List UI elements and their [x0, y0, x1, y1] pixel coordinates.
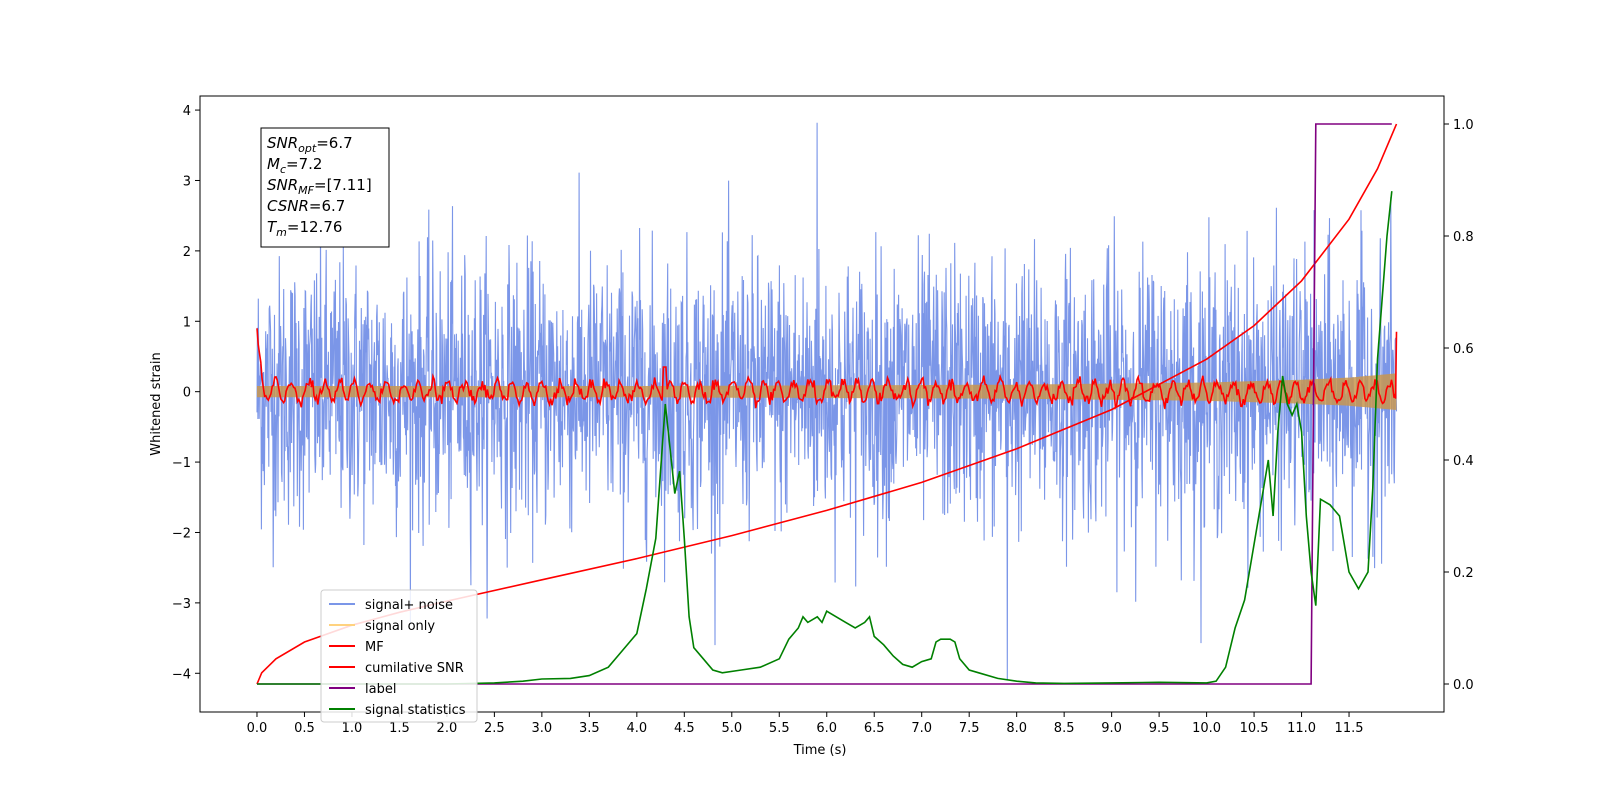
- annotation-line: Tm=12.76: [267, 218, 342, 239]
- x-tick-label: 4.0: [626, 721, 647, 736]
- y-tick-label: −3: [172, 597, 191, 612]
- y-tick-label: 2: [183, 245, 191, 260]
- legend-label: signal statistics: [365, 703, 466, 718]
- x-tick-label: 7.0: [911, 721, 932, 736]
- annotation-line: SNRopt=6.7: [267, 134, 353, 155]
- x-tick-label: 2.0: [437, 721, 458, 736]
- y-axis-right: 0.0 0.2 0.4 0.6 0.8 1.0: [1444, 118, 1474, 693]
- series-cumilative-snr-line: [256, 123, 1398, 685]
- y-tick-label: 4: [183, 104, 191, 119]
- y-tick-label: −4: [172, 667, 191, 682]
- annotation-frame: [260, 127, 390, 248]
- x-tick-label: 11.0: [1287, 721, 1316, 736]
- y2-tick-label: 0.8: [1453, 230, 1474, 245]
- x-tick-label: 3.0: [532, 721, 553, 736]
- y-axis-left: −4 −3 −2 −1 0 1 2 3 4: [172, 104, 200, 682]
- x-tick-label: 0.0: [247, 721, 268, 736]
- x-tick-label: 1.5: [389, 721, 410, 736]
- annotation-line: Mc=7.2: [267, 155, 322, 176]
- y-tick-label: 1: [183, 315, 191, 330]
- x-tick-label: 8.5: [1054, 721, 1075, 736]
- y-tick-label: −2: [172, 526, 191, 541]
- y-tick-label: 0: [183, 386, 191, 401]
- x-tick-label: 8.0: [1006, 721, 1027, 736]
- plot-area: [256, 122, 1398, 685]
- x-axis: 0.0 0.5 1.0 1.5 2.0 2.5 3.0 3.5 4.0 4.5 5.0 5.5 6.0 6…: [247, 712, 1364, 736]
- legend-label: label: [365, 682, 396, 697]
- series-signal-statistics-line: [257, 191, 1393, 685]
- legend-label: MF: [365, 640, 384, 655]
- legend: signal+ noise signal only MF cumilative SNR…: [320, 589, 478, 723]
- x-tick-label: 1.0: [342, 721, 363, 736]
- x-tick-label: 2.5: [484, 721, 505, 736]
- x-tick-label: 9.0: [1101, 721, 1122, 736]
- x-axis-label: Time (s): [793, 743, 847, 758]
- x-tick-label: 5.5: [769, 721, 790, 736]
- x-tick-label: 10.5: [1240, 721, 1269, 736]
- x-tick-label: 9.5: [1149, 721, 1170, 736]
- annotation-line: SNRMF=[7.11]: [267, 176, 372, 197]
- series-signal-plus-noise-line: [256, 122, 1398, 681]
- legend-label: signal+ noise: [365, 598, 453, 613]
- y2-tick-label: 0.0: [1453, 678, 1474, 693]
- x-tick-label: 4.5: [674, 721, 695, 736]
- x-tick-label: 6.5: [864, 721, 885, 736]
- x-tick-label: 7.5: [959, 721, 980, 736]
- legend-label: cumilative SNR: [365, 661, 464, 676]
- y2-tick-label: 0.2: [1453, 566, 1474, 581]
- x-tick-label: 6.0: [816, 721, 837, 736]
- x-tick-label: 0.5: [294, 721, 315, 736]
- x-tick-label: 5.0: [721, 721, 742, 736]
- x-tick-label: 10.0: [1192, 721, 1221, 736]
- series-mf-line: [256, 328, 1398, 411]
- x-tick-label: 11.5: [1335, 721, 1364, 736]
- y-axis-label: Whitened strain: [149, 352, 164, 455]
- y-tick-label: −1: [172, 456, 191, 471]
- series-signal-only-band: [257, 373, 1397, 410]
- y2-tick-label: 0.4: [1453, 454, 1474, 469]
- x-tick-label: 3.5: [579, 721, 600, 736]
- legend-label: signal only: [365, 619, 435, 634]
- y2-tick-label: 1.0: [1453, 118, 1474, 133]
- series-label-line: [257, 123, 1392, 685]
- y-tick-label: 3: [183, 174, 191, 189]
- legend-frame: [320, 589, 478, 723]
- y2-tick-label: 0.6: [1453, 342, 1474, 357]
- plot-frame: [199, 95, 1445, 713]
- annotation-line: CSNR=6.7: [267, 197, 345, 215]
